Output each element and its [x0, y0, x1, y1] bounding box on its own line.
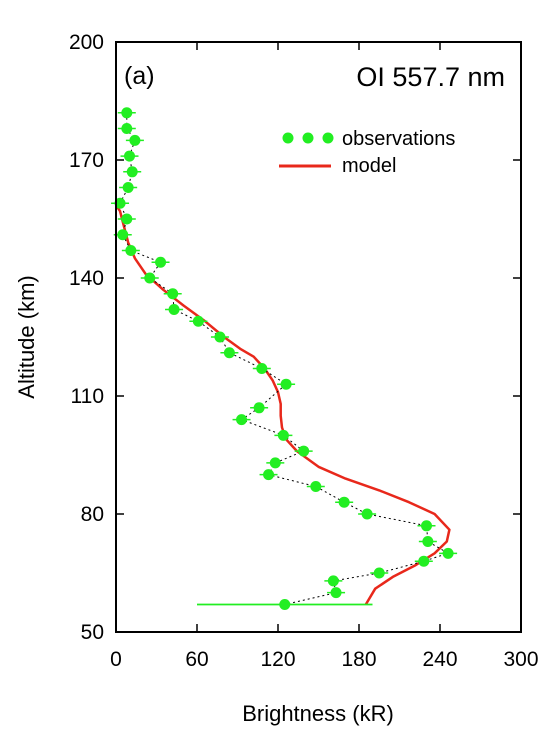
observation-point — [373, 567, 385, 579]
observation-point — [124, 150, 135, 162]
observation-point — [418, 555, 430, 567]
x-tick-label: 180 — [341, 648, 376, 671]
legend-observations-label: observations — [342, 128, 455, 150]
panel-label: (a) — [124, 62, 155, 90]
observation-point — [122, 182, 134, 194]
observation-point — [280, 378, 292, 390]
observation-point — [422, 536, 434, 548]
observation-point — [155, 256, 167, 268]
observation-point — [263, 469, 275, 481]
y-tick-label: 80 — [81, 503, 104, 526]
observation-point — [121, 107, 133, 119]
y-tick-label: 110 — [71, 385, 104, 408]
x-tick-label: 120 — [260, 648, 295, 671]
observation-point — [361, 508, 373, 520]
x-tick-label: 300 — [503, 648, 538, 671]
axis-ticks — [115, 41, 522, 633]
x-axis-label: Brightness (kR) — [242, 701, 394, 726]
chart-title: OI 557.7 nm — [356, 62, 505, 92]
observation-point — [330, 587, 342, 599]
legend: observations model — [279, 128, 455, 177]
legend-observations-marker — [282, 132, 294, 144]
y-tick-label: 170 — [69, 149, 104, 172]
observation-point — [256, 362, 268, 374]
x-tick-label: 240 — [422, 648, 457, 671]
observation-point — [114, 197, 126, 209]
y-tick-label: 50 — [81, 621, 104, 644]
observation-point — [236, 414, 248, 426]
x-tick-label: 0 — [110, 648, 122, 671]
observations-connector — [119, 112, 450, 605]
observation-point — [277, 429, 289, 441]
y-tick-label: 140 — [69, 267, 104, 290]
legend-observations-marker — [322, 132, 334, 144]
observation-point — [192, 315, 204, 327]
observation-point — [269, 457, 281, 469]
observation-point — [121, 213, 133, 225]
observation-point — [168, 303, 180, 315]
observation-point — [125, 244, 137, 256]
observation-point — [144, 272, 156, 284]
plot-frame — [115, 41, 522, 633]
observation-point — [298, 445, 310, 457]
observation-point — [214, 331, 226, 343]
observation-point — [310, 480, 322, 492]
x-tick-label: 60 — [185, 648, 208, 671]
observation-point — [223, 347, 235, 359]
y-tick-label: 200 — [69, 31, 104, 54]
observation-point — [126, 166, 138, 178]
observation-point — [129, 134, 141, 146]
tick-labels: 0 60 120 180 240 300 50 80 110 140 170 200 — [69, 31, 539, 671]
observation-point — [167, 288, 179, 300]
observation-point — [121, 123, 133, 135]
observation-point — [279, 598, 291, 610]
observation-point — [253, 402, 265, 414]
legend-observations-marker — [302, 132, 314, 144]
observation-point — [117, 229, 129, 241]
observation-point — [442, 547, 454, 559]
observation-point — [338, 496, 350, 508]
observation-point — [421, 520, 432, 532]
y-axis-label: Altitude (km) — [14, 275, 39, 398]
legend-model-label: model — [342, 155, 396, 177]
observations-layer — [111, 107, 458, 610]
observation-point — [327, 575, 339, 587]
